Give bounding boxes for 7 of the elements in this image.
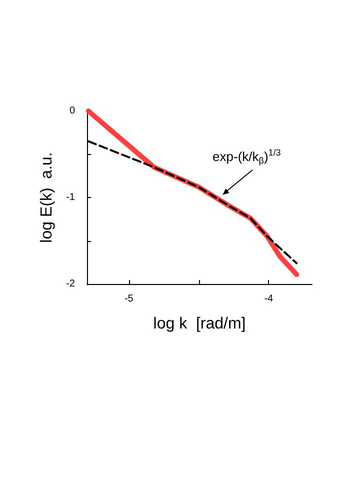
y-axis-title: log E(k) a.u. (38, 152, 56, 243)
y-tick-label: 0 (69, 106, 76, 116)
y-tick-label: -2 (66, 278, 76, 290)
x-tick-label: -4 (264, 294, 274, 304)
x-tick-label: -5 (124, 294, 134, 304)
y-tick-label: -1 (66, 192, 76, 203)
x-axis-title: log k [rad/m] (153, 316, 246, 332)
